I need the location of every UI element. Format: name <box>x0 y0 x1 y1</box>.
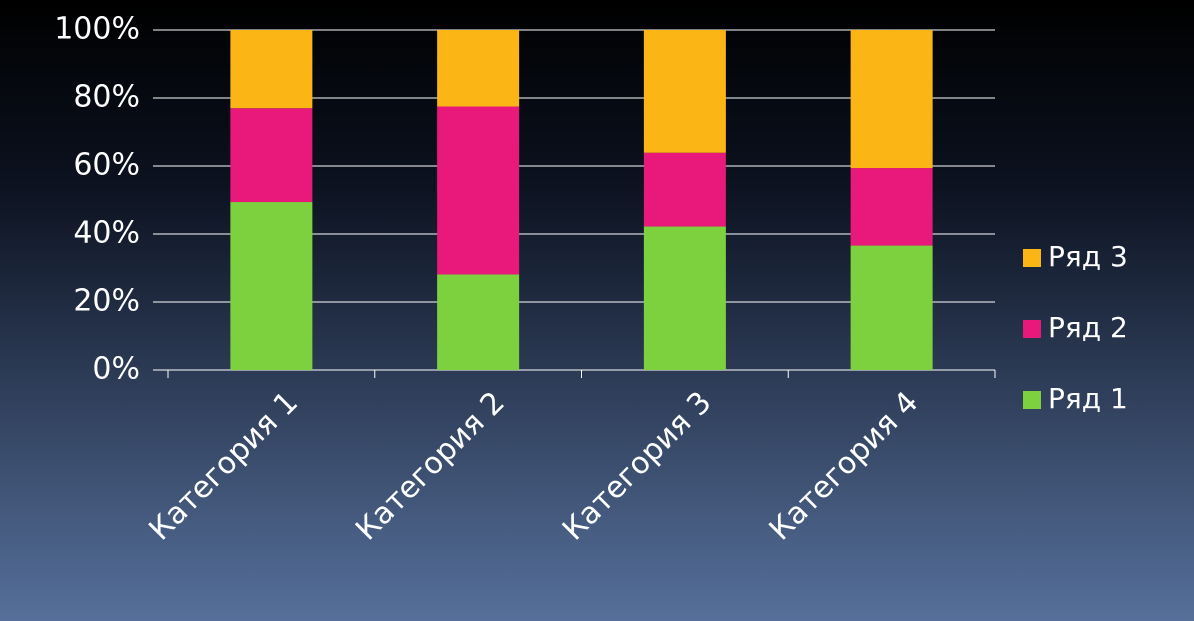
bar-segment <box>643 30 726 153</box>
bar-segment <box>437 274 520 370</box>
bar-segment <box>230 202 313 370</box>
bar-segment <box>643 226 726 370</box>
bar-segment <box>437 30 520 107</box>
legend-swatch <box>1023 391 1041 409</box>
y-tick-label: 20% <box>73 284 140 319</box>
y-tick-label: 80% <box>73 80 140 115</box>
legend-label: Ряд 2 <box>1048 311 1128 344</box>
y-tick-label: 40% <box>73 216 140 251</box>
legend-label: Ряд 1 <box>1048 382 1128 415</box>
bar-segment <box>850 30 933 169</box>
bar-segment <box>230 108 313 203</box>
bar-segment <box>230 30 313 109</box>
y-tick-label: 0% <box>92 352 140 387</box>
y-tick-label: 60% <box>73 148 140 183</box>
bar-segment <box>850 168 933 246</box>
legend-label: Ряд 3 <box>1048 240 1128 273</box>
legend-swatch <box>1023 249 1041 267</box>
legend-swatch <box>1023 320 1041 338</box>
bar-segment <box>643 152 726 227</box>
bar-segment <box>850 245 933 370</box>
y-tick-label: 100% <box>54 12 140 47</box>
bar-segment <box>437 106 520 275</box>
